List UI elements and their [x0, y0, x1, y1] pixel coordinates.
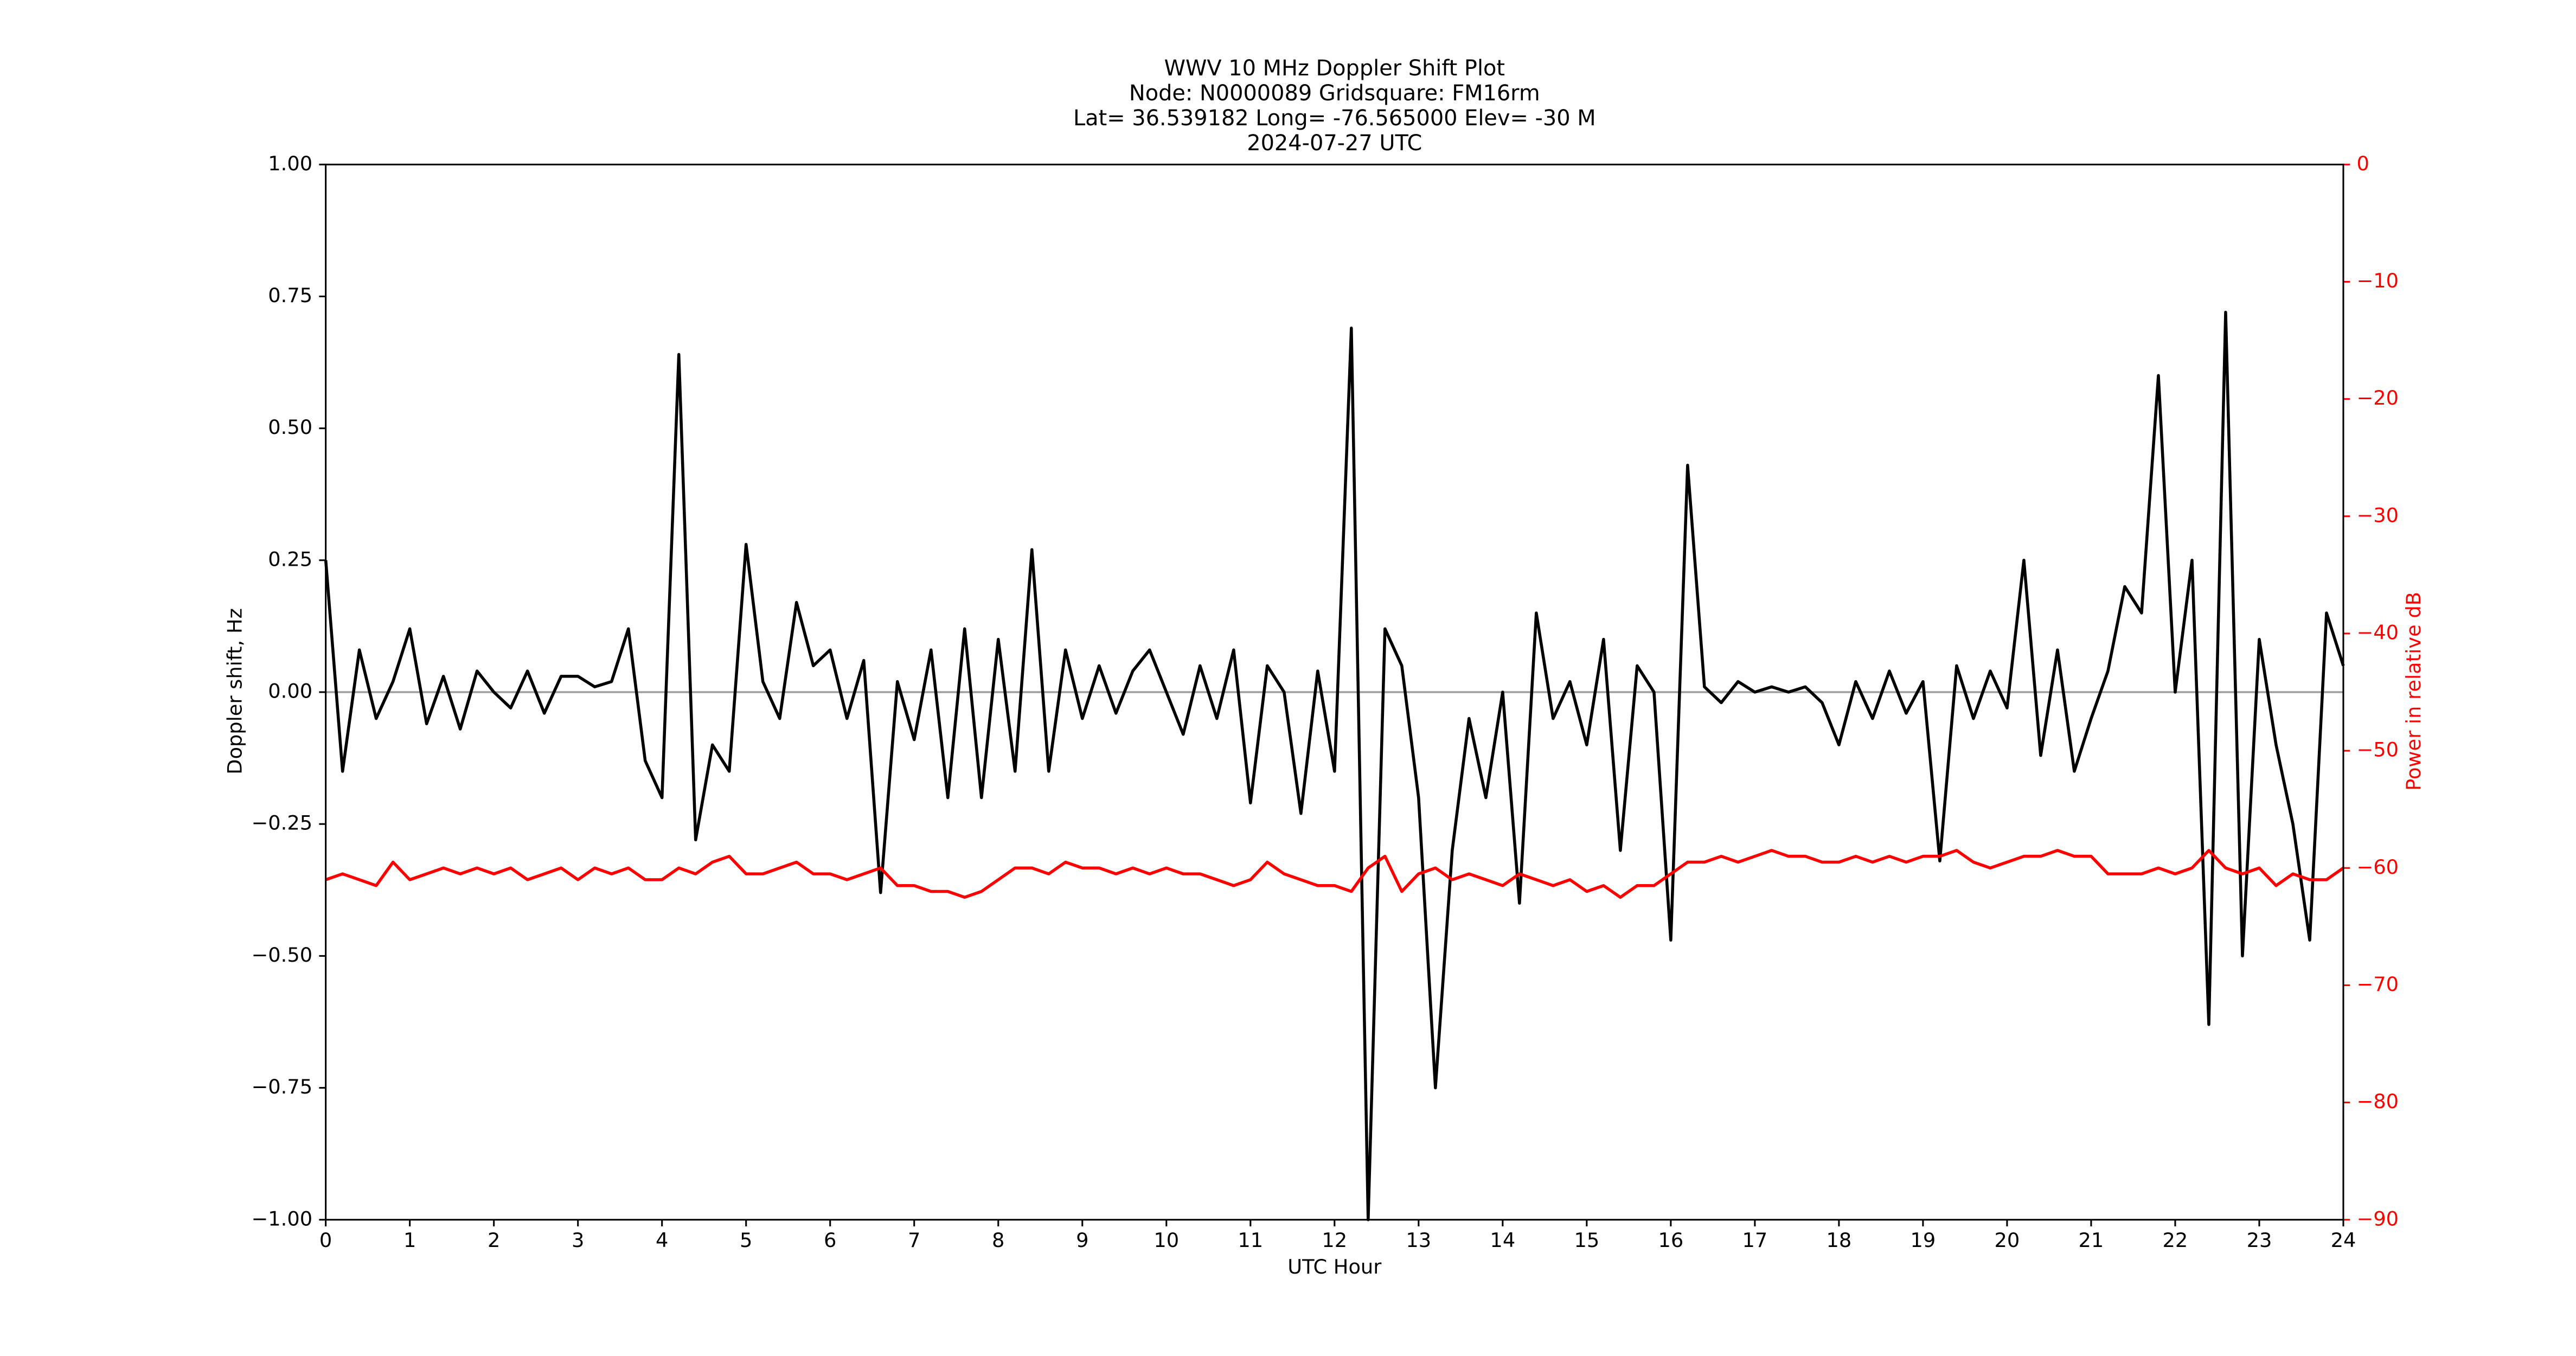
- x-tick-label: 13: [1406, 1229, 1431, 1252]
- x-tick-label: 3: [572, 1229, 584, 1252]
- x-axis-label: UTC Hour: [1287, 1255, 1382, 1278]
- x-tick-label: 7: [908, 1229, 920, 1252]
- x-tick-label: 1: [403, 1229, 416, 1252]
- x-tick-label: 14: [1490, 1229, 1515, 1252]
- chart-subtitle: Node: N0000089 Gridsquare: FM16rm: [1129, 81, 1540, 106]
- y-tick-label: −0.75: [251, 1075, 312, 1098]
- x-tick-label: 15: [1574, 1229, 1599, 1252]
- y-tick-label: 1.00: [268, 152, 312, 175]
- x-tick-label: 8: [992, 1229, 1004, 1252]
- y2-tick-label: −70: [2356, 973, 2399, 996]
- x-tick-label: 22: [2163, 1229, 2188, 1252]
- y-tick-label: 0.25: [268, 547, 312, 571]
- y-tick-label: −0.25: [251, 811, 312, 835]
- x-tick-label: 23: [2247, 1229, 2272, 1252]
- y-tick-label: 0.75: [268, 284, 312, 307]
- chart-subtitle: 2024-07-27 UTC: [1247, 131, 1422, 156]
- x-tick-label: 5: [740, 1229, 752, 1252]
- x-tick-label: 18: [1827, 1229, 1852, 1252]
- x-tick-label: 0: [319, 1229, 332, 1252]
- y-tick-label: −0.50: [251, 943, 312, 967]
- y2-tick-label: −40: [2356, 621, 2399, 644]
- x-tick-label: 17: [1742, 1229, 1767, 1252]
- y2-tick-label: −90: [2356, 1207, 2399, 1230]
- y2-tick-label: −60: [2356, 855, 2399, 879]
- plot-frame: [325, 163, 2344, 1221]
- y-tick-label: 0.00: [268, 680, 312, 703]
- x-tick-label: 20: [1995, 1229, 2020, 1252]
- x-tick-label: 24: [2331, 1229, 2356, 1252]
- y2-tick-label: −20: [2356, 386, 2399, 410]
- x-tick-label: 6: [824, 1229, 836, 1252]
- x-tick-label: 16: [1658, 1229, 1683, 1252]
- y2-tick-label: 0: [2356, 152, 2369, 175]
- x-tick-label: 19: [1911, 1229, 1936, 1252]
- data-line: [325, 849, 2344, 899]
- y-axis-label: Doppler shift, Hz: [223, 608, 247, 775]
- y2-tick-label: −50: [2356, 738, 2399, 762]
- chart-subtitle: Lat= 36.539182 Long= -76.565000 Elev= -3…: [1073, 106, 1596, 131]
- x-tick-label: 21: [2079, 1229, 2104, 1252]
- y2-tick-label: −10: [2356, 269, 2399, 292]
- y2-tick-label: −30: [2356, 503, 2399, 527]
- x-tick-label: 12: [1322, 1229, 1347, 1252]
- y2-axis-label: Power in relative dB: [2402, 592, 2425, 791]
- y2-tick-label: −80: [2356, 1090, 2399, 1113]
- data-line: [324, 310, 2345, 1221]
- chart-title: WWV 10 MHz Doppler Shift Plot: [1164, 56, 1505, 81]
- x-tick-label: 11: [1238, 1229, 1263, 1252]
- x-tick-label: 4: [656, 1229, 668, 1252]
- y-tick-label: −1.00: [251, 1207, 312, 1230]
- y-tick-label: 0.50: [268, 415, 312, 439]
- x-tick-label: 9: [1076, 1229, 1088, 1252]
- x-tick-label: 2: [488, 1229, 500, 1252]
- x-tick-label: 10: [1154, 1229, 1179, 1252]
